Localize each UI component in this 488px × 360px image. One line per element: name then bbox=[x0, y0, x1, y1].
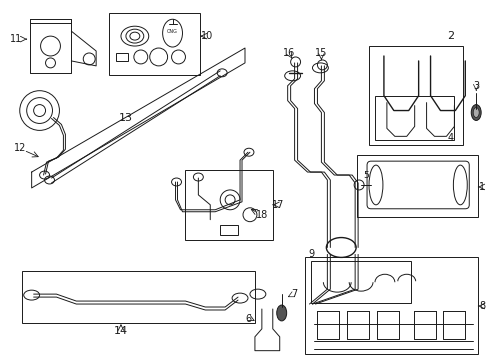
Text: 14: 14 bbox=[114, 326, 128, 336]
Text: 2: 2 bbox=[446, 31, 453, 41]
Bar bbox=[109, 13, 200, 75]
Bar bbox=[311, 261, 410, 303]
Bar bbox=[185, 170, 272, 239]
Text: 5: 5 bbox=[363, 171, 368, 180]
Text: 10: 10 bbox=[201, 31, 213, 41]
Text: 7: 7 bbox=[291, 289, 297, 299]
Ellipse shape bbox=[276, 305, 286, 321]
Text: CNG: CNG bbox=[167, 29, 178, 33]
Text: 16: 16 bbox=[282, 48, 294, 58]
Text: 3: 3 bbox=[472, 81, 478, 91]
Bar bbox=[116, 53, 128, 61]
Text: 13: 13 bbox=[119, 113, 133, 123]
Bar bbox=[21, 271, 254, 323]
Bar bbox=[304, 257, 477, 354]
Bar bbox=[374, 96, 453, 140]
Bar bbox=[368, 46, 462, 145]
Text: 4: 4 bbox=[447, 133, 452, 143]
Text: 15: 15 bbox=[315, 48, 327, 58]
Ellipse shape bbox=[470, 105, 480, 121]
Text: 1: 1 bbox=[478, 182, 484, 192]
Bar bbox=[356, 155, 477, 217]
Ellipse shape bbox=[472, 108, 478, 117]
Text: 17: 17 bbox=[271, 200, 284, 210]
Text: 11: 11 bbox=[10, 34, 22, 44]
Text: 6: 6 bbox=[244, 314, 250, 324]
Text: 12: 12 bbox=[14, 143, 26, 153]
Text: 18: 18 bbox=[255, 210, 267, 220]
Text: 8: 8 bbox=[478, 301, 484, 311]
Text: 9: 9 bbox=[308, 249, 314, 260]
Bar bbox=[220, 225, 238, 235]
